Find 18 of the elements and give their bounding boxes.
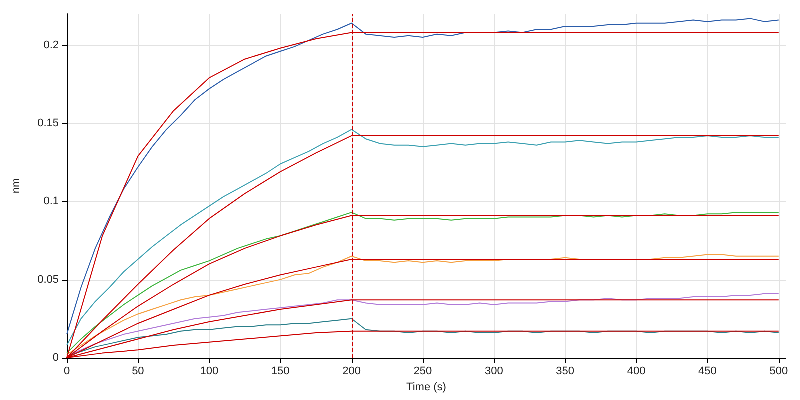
x-tick-label: 500 xyxy=(770,366,788,378)
x-tick-label: 300 xyxy=(484,366,504,378)
x-axis-title: Time (s) xyxy=(406,381,446,394)
y-axis-title: nm xyxy=(10,178,22,194)
x-tick-label: 50 xyxy=(132,366,144,378)
y-tick-label: 0.2 xyxy=(44,39,59,52)
y-tick-label: 0 xyxy=(52,352,59,364)
x-tick-label: 200 xyxy=(342,366,361,378)
x-tick-label: 400 xyxy=(627,366,646,378)
y-tick-label: 0.1 xyxy=(44,196,59,208)
y-tick-label: 0.15 xyxy=(38,117,59,130)
x-tick-label: 450 xyxy=(698,366,717,378)
x-tick-label: 0 xyxy=(64,366,70,378)
x-tick-label: 350 xyxy=(556,366,574,378)
x-tick-label: 150 xyxy=(271,366,290,378)
y-tick-label: 0.05 xyxy=(38,274,59,286)
x-tick-label: 100 xyxy=(200,366,219,378)
x-tick-label: 250 xyxy=(414,366,432,378)
